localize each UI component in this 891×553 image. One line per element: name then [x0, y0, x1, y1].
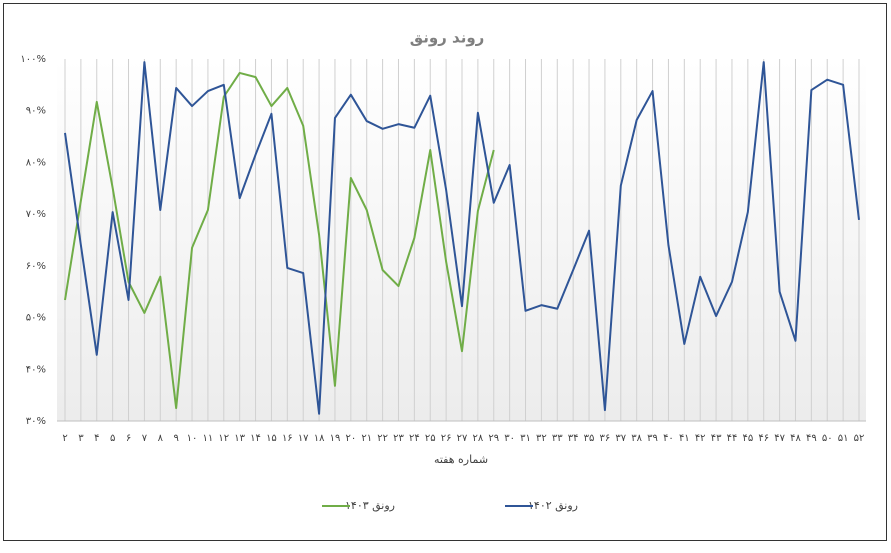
x-tick-label: ۳۰ [504, 433, 515, 444]
y-tick-label: ۸۰% [26, 157, 46, 168]
x-tick-label: ۳ [78, 433, 84, 444]
x-tick-label: ۱۲ [218, 433, 229, 444]
x-tick-label: ۵۲ [854, 433, 865, 444]
x-tick-label: ۴۵ [742, 433, 753, 444]
x-tick-label: ۳۳ [552, 433, 563, 444]
x-tick-label: ۳۸ [631, 433, 642, 444]
x-tick-label: ۳۶ [600, 433, 611, 444]
x-tick-label: ۳۷ [615, 433, 626, 444]
x-tick-label: ۲۲ [377, 433, 388, 444]
x-tick-label: ۱۸ [314, 433, 325, 444]
x-tick-label: ۳۵ [584, 433, 595, 444]
x-tick-label: ۲ [62, 433, 67, 444]
x-tick-label: ۵۱ [838, 433, 849, 444]
x-tick-label: ۹ [173, 433, 178, 444]
x-tick-label: ۷ [142, 433, 148, 444]
series-line [64, 71, 495, 410]
y-tick-label: ۱۰۰% [20, 54, 46, 65]
x-tick-label: ۲۴ [409, 433, 420, 444]
x-axis-label: شماره هفته [434, 453, 488, 466]
x-tick-label: ۴۶ [758, 433, 769, 444]
y-tick-label: ۹۰% [26, 106, 46, 117]
x-tick-label: ۲۰ [345, 433, 356, 444]
y-tick-label: ۴۰% [26, 364, 46, 375]
x-tick-label: ۴۳ [711, 433, 722, 444]
y-tick-label: ۵۰% [26, 313, 46, 324]
x-tick-label: ۲۷ [457, 433, 468, 444]
x-tick-label: ۴۹ [806, 433, 817, 444]
legend-label: رونق ۱۴۰۲ [528, 499, 578, 513]
x-tick-label: ۲۳ [393, 433, 404, 444]
x-tick-label: ۱۴ [250, 433, 261, 444]
x-tick-label: ۲۹ [488, 433, 499, 444]
x-tick-label: ۵۰ [822, 433, 833, 444]
x-tick-label: ۴۸ [790, 433, 801, 444]
y-tick-label: ۷۰% [26, 209, 46, 220]
x-tick-label: ۴۷ [774, 433, 785, 444]
x-tick-label: ۱۱ [203, 433, 214, 444]
series-line [64, 61, 860, 415]
x-tick-label: ۱۰ [187, 433, 198, 444]
x-tick-label: ۳۱ [520, 433, 531, 444]
x-tick-label: ۴۲ [695, 433, 706, 444]
x-tick-label: ۳۹ [647, 433, 658, 444]
x-tick-label: ۱۷ [298, 433, 309, 444]
x-tick-label: ۳۲ [536, 433, 547, 444]
y-tick-label: ۳۰% [26, 416, 46, 427]
x-tick-label: ۳۴ [568, 433, 579, 444]
x-tick-label: ۴ [94, 433, 99, 444]
x-tick-label: ۲۶ [441, 433, 452, 444]
x-tick-label: ۴۱ [679, 433, 690, 444]
x-tick-label: ۴۰ [663, 433, 674, 444]
x-tick-label: ۲۸ [473, 433, 484, 444]
x-tick-label: ۴۴ [727, 433, 738, 444]
x-tick-label: ۵ [110, 433, 115, 444]
chart-title: روند رونق [410, 29, 485, 47]
legend-label: رونق ۱۴۰۳ [345, 499, 395, 513]
x-tick-label: ۶ [126, 433, 131, 444]
y-tick-label: ۶۰% [26, 261, 46, 272]
x-tick-label: ۱۳ [234, 433, 245, 444]
x-tick-label: ۲۵ [425, 433, 436, 444]
x-tick-label: ۸ [158, 433, 164, 444]
x-tick-label: ۱۶ [282, 433, 293, 444]
x-tick-label: ۱۵ [266, 433, 277, 444]
x-tick-label: ۲۱ [361, 433, 372, 444]
x-tick-label: ۱۹ [330, 433, 341, 444]
